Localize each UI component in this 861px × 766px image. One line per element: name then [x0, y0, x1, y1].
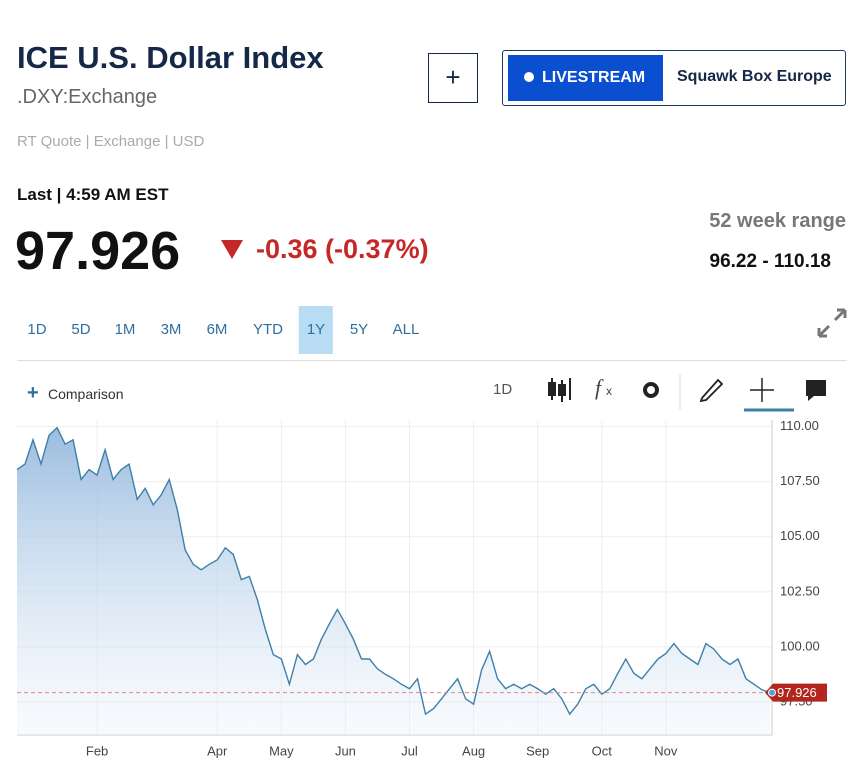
notes-icon[interactable] — [806, 380, 826, 401]
quote-info: RT Quote | Exchange | USD — [17, 133, 205, 150]
down-arrow — [221, 240, 243, 259]
period-button[interactable]: 1Y — [298, 306, 334, 354]
period-button[interactable]: 1D — [27, 321, 47, 338]
crosshair-icon[interactable] — [750, 378, 774, 402]
range-label: 52 week range — [709, 210, 846, 232]
y-tick-label: 100.00 — [780, 638, 820, 653]
show-name[interactable]: Squawk Box Europe — [677, 68, 832, 85]
title: ICE U.S. Dollar Index — [17, 40, 324, 75]
range: 96.22 - 110.18 — [709, 251, 832, 272]
livestream-button[interactable]: LIVESTREAM — [508, 55, 663, 101]
last-label: Last | 4:59 AM EST — [17, 185, 169, 204]
line — [16, 426, 771, 716]
period-button[interactable]: ALL — [392, 321, 420, 338]
change: -0.36 (-0.37%) — [256, 234, 429, 264]
divider — [17, 360, 847, 361]
period-button[interactable]: 3M — [160, 321, 182, 338]
y-tick-label: 105.00 — [780, 528, 820, 543]
live-dot — [524, 72, 534, 82]
candle-icon[interactable] — [548, 378, 571, 402]
x-tick-label: Apr — [207, 743, 228, 758]
settings-icon[interactable] — [643, 382, 659, 398]
interval[interactable]: 1D — [493, 381, 513, 398]
add-button[interactable]: + — [428, 53, 478, 103]
x-tick-label: Nov — [654, 743, 678, 758]
last-value-tag — [765, 683, 827, 702]
symbol: .DXY:Exchange — [17, 86, 158, 108]
livestream-label: LIVESTREAM — [542, 69, 646, 86]
period-button[interactable]: YTD — [253, 321, 283, 338]
toolbar-icons: f x — [548, 374, 826, 412]
x-tick-label: Jun — [335, 743, 356, 758]
price: 97.926 — [15, 221, 181, 281]
draw-icon[interactable] — [699, 378, 724, 403]
period-button[interactable]: 1M — [114, 321, 136, 338]
last-value-dot — [768, 688, 776, 697]
x-tick-label: Aug — [462, 743, 485, 758]
fx-icon-x: x — [606, 384, 612, 398]
last-value-label: 97.926 — [777, 685, 817, 700]
expand-icon[interactable] — [815, 306, 849, 340]
period-button[interactable]: 5D — [71, 321, 91, 338]
period-button[interactable]: 6M — [206, 321, 228, 338]
x-tick-label: May — [269, 743, 294, 758]
x-tick-label: Sep — [526, 743, 549, 758]
x-tick-label: Jul — [401, 743, 418, 758]
area-fill — [17, 427, 770, 735]
plus-icon: + — [27, 382, 39, 404]
period-button[interactable]: 5Y — [349, 321, 369, 338]
y-tick-label: 110.00 — [780, 418, 819, 433]
fx-icon[interactable]: f — [595, 375, 604, 400]
y-tick-label: 107.50 — [780, 473, 820, 488]
x-tick-label: Feb — [86, 743, 108, 758]
livestream-box[interactable]: LIVESTREAM Squawk Box Europe — [502, 50, 846, 106]
comparison[interactable]: Comparison — [48, 386, 124, 402]
x-tick-label: Oct — [592, 743, 613, 758]
y-tick-label: 102.50 — [780, 583, 820, 598]
